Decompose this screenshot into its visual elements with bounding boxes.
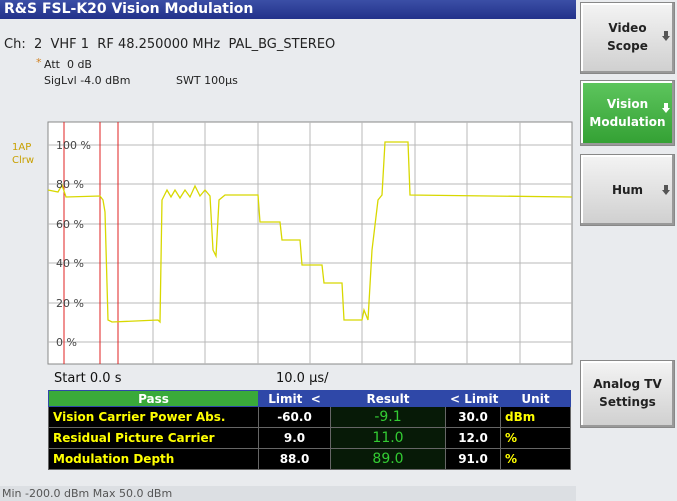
cell: 89.0 bbox=[330, 448, 446, 470]
y-label: 20 % bbox=[56, 297, 84, 310]
cell: 30.0 bbox=[445, 406, 501, 428]
att-marker: * bbox=[36, 56, 42, 69]
softkey-text: Vision bbox=[606, 97, 649, 111]
submenu-icon bbox=[662, 103, 670, 113]
cell: 91.0 bbox=[445, 448, 501, 470]
marker-lines bbox=[63, 122, 119, 364]
table-header: Pass Limit < Result < Limit Unit bbox=[48, 390, 571, 407]
header-text: < bbox=[450, 391, 461, 406]
header-cell: Result bbox=[330, 390, 446, 407]
softkey-text: Scope bbox=[607, 39, 648, 53]
x-start: Start 0.0 s bbox=[54, 371, 122, 386]
y-label: 100 % bbox=[56, 139, 91, 152]
x-division: 10.0 µs/ bbox=[276, 371, 329, 386]
cell: Modulation Depth bbox=[48, 448, 259, 470]
table-row: Residual Picture Carrier 9.0 11.0 12.0 % bbox=[48, 427, 571, 449]
signal-level: SigLvl -4.0 dBm bbox=[44, 74, 131, 87]
softkey[interactable]: Hum bbox=[580, 154, 675, 226]
y-label: 80 % bbox=[56, 178, 84, 191]
y-label: 0 % bbox=[56, 336, 77, 349]
cell: 88.0 bbox=[258, 448, 331, 470]
header-cell: Pass bbox=[48, 390, 259, 407]
table-row: Vision Carrier Power Abs. -60.0 -9.1 30.… bbox=[48, 406, 571, 428]
plot bbox=[47, 121, 573, 365]
cell: -60.0 bbox=[258, 406, 331, 428]
softkey-text: Video bbox=[608, 21, 647, 35]
y-label: 40 % bbox=[56, 257, 84, 270]
softkey-text: Settings bbox=[599, 395, 656, 409]
cell: dBm bbox=[500, 406, 571, 428]
cell: Residual Picture Carrier bbox=[48, 427, 259, 449]
submenu-icon bbox=[662, 185, 670, 195]
header-text: < bbox=[310, 391, 321, 406]
header-cell: Unit bbox=[500, 390, 571, 407]
sweep-time: SWT 100µs bbox=[176, 74, 238, 87]
table-row: Modulation Depth 88.0 89.0 91.0 % bbox=[48, 448, 571, 470]
results-table: Pass Limit < Result < Limit Unit Vision … bbox=[48, 390, 571, 470]
softkey[interactable]: Video Scope bbox=[580, 2, 675, 74]
softkey[interactable]: Analog TV Settings bbox=[580, 360, 675, 428]
y-label: 60 % bbox=[56, 218, 84, 231]
softkey-text: Modulation bbox=[589, 115, 666, 129]
cell: 12.0 bbox=[445, 427, 501, 449]
softkey-text: Analog TV bbox=[593, 377, 662, 391]
cell: -9.1 bbox=[330, 406, 446, 428]
cell: Vision Carrier Power Abs. bbox=[48, 406, 259, 428]
cell: 11.0 bbox=[330, 427, 446, 449]
trace-mode: Clrw bbox=[12, 155, 35, 166]
cell: 9.0 bbox=[258, 427, 331, 449]
softkey[interactable]: Vision Modulation bbox=[580, 80, 675, 146]
trace bbox=[47, 141, 573, 324]
header-text: Limit bbox=[268, 391, 303, 406]
grid bbox=[48, 122, 572, 364]
channel-info: Ch: 2 VHF 1 RF 48.250000 MHz PAL_BG_STER… bbox=[4, 37, 336, 52]
header-text: Limit bbox=[464, 391, 499, 406]
submenu-icon bbox=[662, 31, 670, 41]
attenuation: Att 0 dB bbox=[44, 58, 92, 71]
cell: % bbox=[500, 427, 571, 449]
trace-label: 1AP bbox=[12, 142, 32, 153]
footer: Min -200.0 dBm Max 50.0 dBm bbox=[0, 486, 576, 501]
softkey-text: Hum bbox=[611, 183, 644, 197]
header-cell: Limit < bbox=[258, 390, 331, 407]
cell: % bbox=[500, 448, 571, 470]
title-bar: R&S FSL-K20 Vision Modulation bbox=[0, 0, 576, 19]
header-cell: < Limit bbox=[445, 390, 501, 407]
